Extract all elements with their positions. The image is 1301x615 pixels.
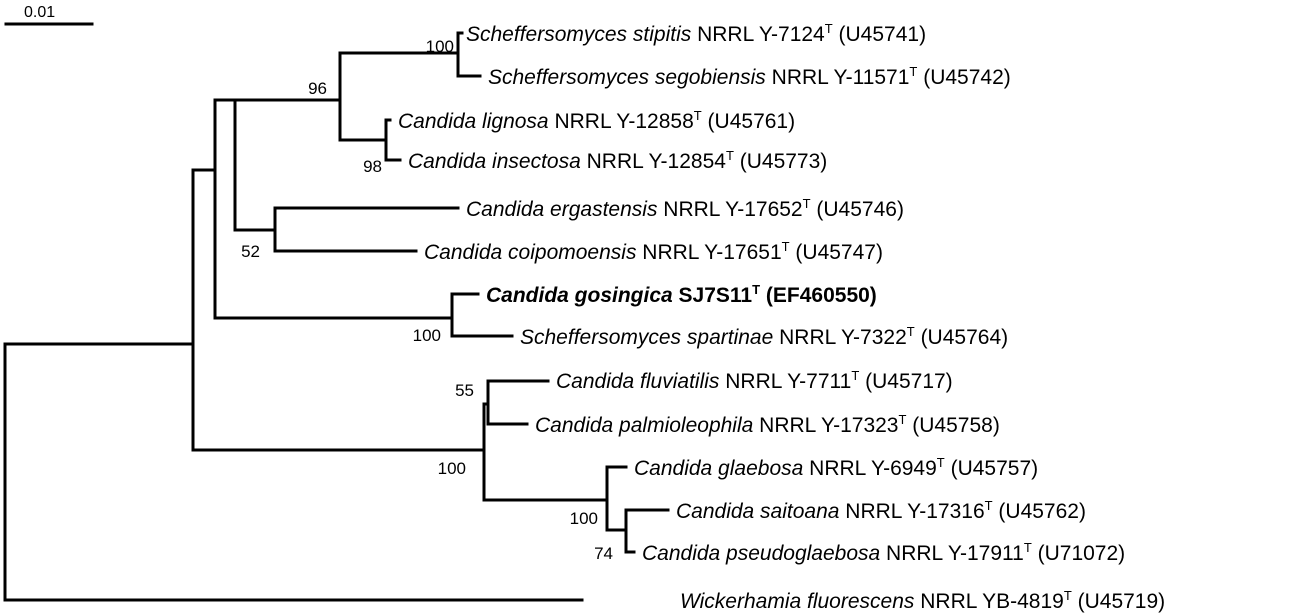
strain-id: NRRL Y-17911 (880, 542, 1024, 565)
taxon-name: Candida palmioleophila (535, 414, 753, 437)
strain-id: NRRL Y-7711 (719, 370, 851, 393)
type-strain-mark: T (898, 412, 906, 427)
taxon-label-coipomoensis: Candida coipomoensis NRRL Y-17651T (U457… (424, 239, 883, 264)
type-strain-mark: T (694, 108, 702, 123)
strain-id: NRRL Y-17652 (657, 198, 802, 221)
taxon-label-stipitis: Scheffersomyces stipitis NRRL Y-7124T (U… (466, 21, 926, 46)
accession-number: (U45719) (1072, 590, 1165, 613)
strain-id: NRRL Y-7124 (691, 23, 825, 46)
bootstrap-stipitis-segobiensis: 100 (426, 37, 454, 56)
bootstrap-ergastensis-coipomoensis: 52 (241, 242, 260, 261)
taxon-name: Candida lignosa (398, 110, 549, 133)
accession-number: (U45742) (917, 66, 1010, 89)
strain-id: NRRL YB-4819 (914, 590, 1063, 613)
bootstrap-lower-clade: 100 (438, 459, 466, 478)
type-strain-mark: T (1024, 540, 1032, 555)
taxon-labels: Scheffersomyces stipitis NRRL Y-7124T (U… (398, 21, 1165, 613)
type-strain-mark: T (803, 196, 811, 211)
type-strain-mark: T (752, 282, 760, 297)
strain-id: NRRL Y-11571 (766, 66, 910, 89)
accession-number: (U45758) (906, 414, 999, 437)
bootstrap-scheff-lignosa: 96 (308, 79, 327, 98)
accession-number: (EF460550) (760, 284, 877, 307)
taxon-name: Candida saitoana (676, 500, 839, 523)
taxon-label-glaebosa: Candida glaebosa NRRL Y-6949T (U45757) (634, 455, 1038, 480)
accession-number: (U45741) (833, 23, 926, 46)
taxon-label-lignosa: Candida lignosa NRRL Y-12858T (U45761) (398, 108, 795, 133)
bootstrap-lignosa-insectosa: 98 (363, 157, 382, 176)
type-strain-mark: T (851, 368, 859, 383)
taxon-name: Scheffersomyces segobiensis (488, 66, 766, 89)
type-strain-mark: T (726, 148, 734, 163)
taxon-label-pseudoglaebosa: Candida pseudoglaebosa NRRL Y-17911T (U7… (642, 540, 1125, 565)
strain-id: NRRL Y-6949 (803, 457, 936, 480)
taxon-label-wickerhamia: Wickerhamia fluorescens NRRL YB-4819T (U… (680, 588, 1165, 613)
taxon-name: Candida gosingica (486, 284, 673, 307)
type-strain-mark: T (909, 64, 917, 79)
accession-number: (U45761) (702, 110, 795, 133)
taxon-label-segobiensis: Scheffersomyces segobiensis NRRL Y-11571… (488, 64, 1011, 89)
accession-number: (U45747) (790, 241, 883, 264)
strain-id: NRRL Y-17651 (636, 241, 781, 264)
scale-bar: 0.01 (4, 4, 94, 26)
taxon-name: Scheffersomyces spartinae (520, 326, 773, 349)
taxon-name: Candida fluviatilis (556, 370, 720, 393)
accession-number: (U45762) (993, 500, 1086, 523)
taxon-name: Candida coipomoensis (424, 241, 637, 264)
bootstrap-values: 100 96 98 52 100 55 100 100 74 (241, 37, 613, 563)
accession-number: (U45717) (859, 370, 952, 393)
type-strain-mark: T (1064, 588, 1072, 603)
taxon-label-palmioleophila: Candida palmioleophila NRRL Y-17323T (U4… (535, 412, 1000, 437)
taxon-name: Scheffersomyces stipitis (466, 23, 692, 46)
accession-number: (U45773) (734, 150, 827, 173)
taxon-label-saitoana: Candida saitoana NRRL Y-17316T (U45762) (676, 498, 1086, 523)
accession-number: (U45764) (915, 326, 1008, 349)
strain-id: SJ7S11 (673, 284, 753, 307)
type-strain-mark: T (825, 21, 833, 36)
tree-branches (3, 31, 670, 602)
strain-id: NRRL Y-17323 (753, 414, 898, 437)
type-strain-mark: T (907, 324, 915, 339)
bootstrap-glaebosa-group: 100 (570, 509, 598, 528)
strain-id: NRRL Y-12858 (549, 110, 694, 133)
taxon-name: Wickerhamia fluorescens (680, 590, 915, 613)
type-strain-mark: T (782, 239, 790, 254)
accession-number: (U45757) (945, 457, 1038, 480)
accession-number: (U71072) (1032, 542, 1125, 565)
taxon-name: Candida pseudoglaebosa (642, 542, 880, 565)
taxon-label-gosingica: Candida gosingica SJ7S11T (EF460550) (486, 282, 877, 307)
taxon-label-fluviatilis: Candida fluviatilis NRRL Y-7711T (U45717… (556, 368, 953, 393)
taxon-label-spartinae: Scheffersomyces spartinae NRRL Y-7322T (… (520, 324, 1008, 349)
strain-id: NRRL Y-17316 (839, 500, 984, 523)
scale-bar-label: 0.01 (24, 4, 55, 21)
type-strain-mark: T (985, 498, 993, 513)
accession-number: (U45746) (811, 198, 904, 221)
taxon-name: Candida ergastensis (466, 198, 658, 221)
taxon-label-ergastensis: Candida ergastensis NRRL Y-17652T (U4574… (466, 196, 904, 221)
bootstrap-saitoana-pseudoglaebosa: 74 (594, 544, 613, 563)
bootstrap-gosingica-spartinae: 100 (413, 326, 441, 345)
bootstrap-fluviatilis-palmioleophila: 55 (455, 381, 474, 400)
strain-id: NRRL Y-12854 (581, 150, 726, 173)
taxon-label-insectosa: Candida insectosa NRRL Y-12854T (U45773) (408, 148, 827, 173)
taxon-name: Candida glaebosa (634, 457, 803, 480)
strain-id: NRRL Y-7322 (773, 326, 906, 349)
taxon-name: Candida insectosa (408, 150, 581, 173)
type-strain-mark: T (937, 455, 945, 470)
